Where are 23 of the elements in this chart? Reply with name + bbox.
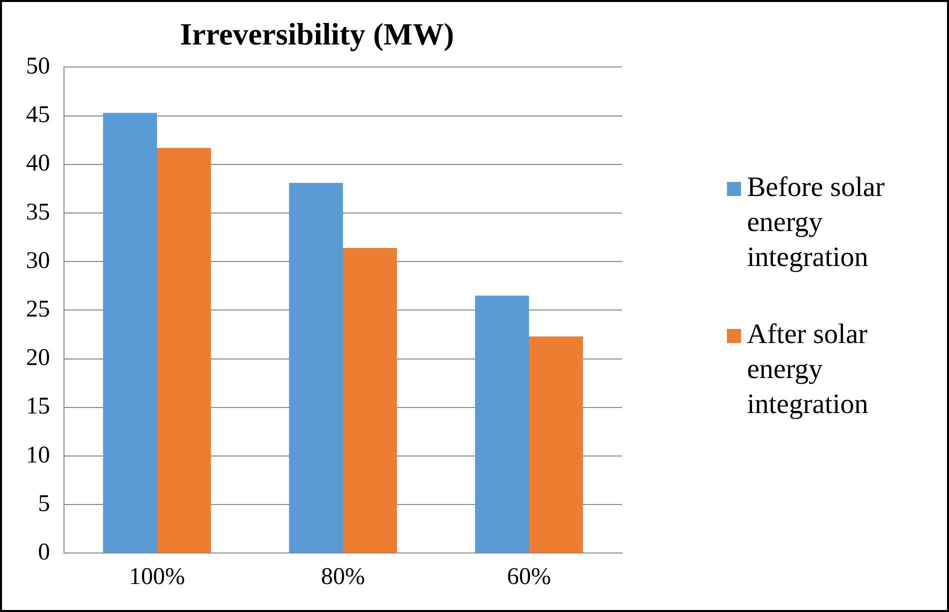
y-tick-label: 45 [26, 102, 50, 128]
y-tick-label: 5 [38, 490, 50, 517]
bar [157, 148, 211, 553]
x-tick-label: 60% [507, 564, 551, 590]
bar [103, 112, 157, 553]
y-tick-label: 35 [26, 199, 50, 226]
x-tick-label: 100% [129, 564, 185, 590]
bar [529, 336, 583, 553]
y-tick-label: 15 [26, 394, 50, 420]
y-tick-label: 50 [26, 53, 50, 80]
y-tick-label: 25 [26, 296, 50, 322]
legend-label: Before solar energy integration [747, 171, 886, 275]
chart-title: Irreversibility (MW) [180, 16, 454, 52]
legend-label: After solar energy integration [747, 318, 870, 422]
y-tick-label: 20 [26, 345, 50, 372]
y-tick-label: 0 [38, 539, 50, 566]
bar [343, 248, 397, 553]
x-tick-label: 80% [321, 564, 365, 590]
bar [475, 296, 529, 553]
bar [289, 182, 343, 553]
y-tick-label: 30 [26, 248, 50, 274]
y-tick-label: 10 [26, 442, 50, 468]
y-tick-label: 40 [26, 150, 50, 177]
